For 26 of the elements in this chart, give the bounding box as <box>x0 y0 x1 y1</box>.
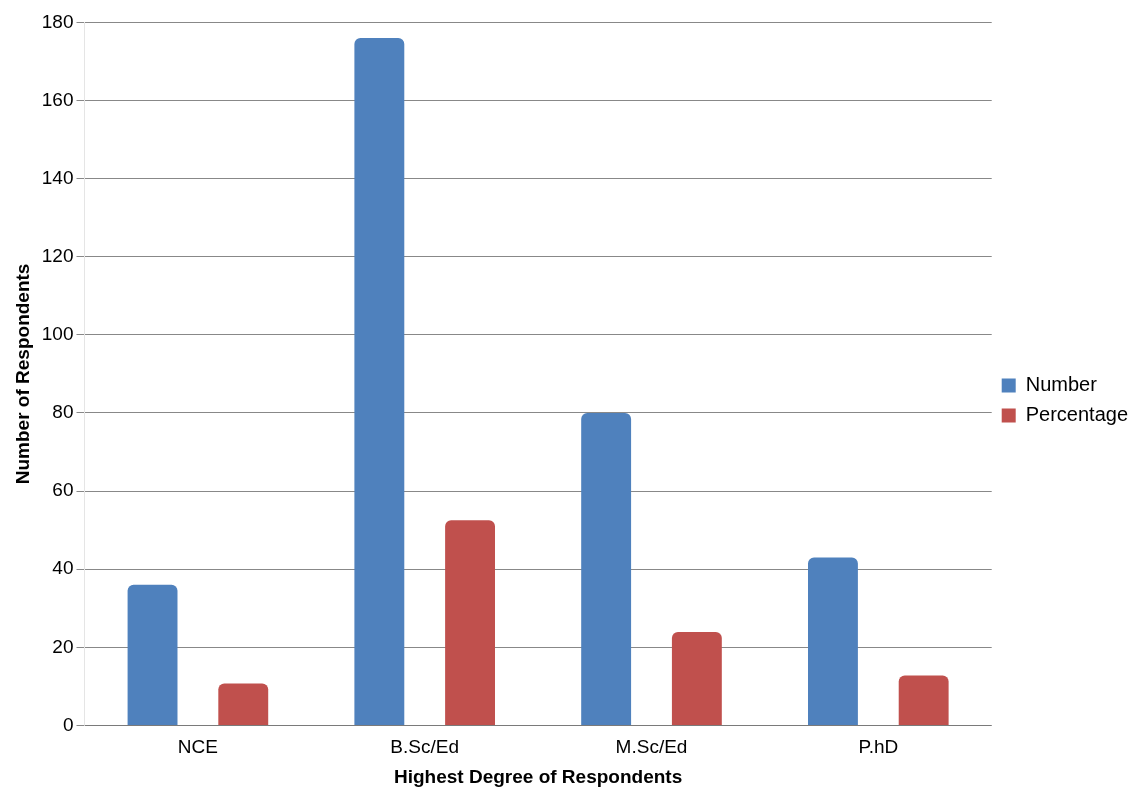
bar <box>898 675 949 725</box>
bar <box>581 412 632 725</box>
y-tick-label: 80 <box>52 401 74 423</box>
bar <box>445 520 496 725</box>
bar <box>218 683 269 725</box>
y-tick-label: 120 <box>41 244 74 266</box>
y-tick-label: 0 <box>62 713 74 735</box>
y-tick-label: 100 <box>41 323 74 345</box>
y-axis-title: Number of Respondents <box>11 263 33 485</box>
y-tick-label: 20 <box>52 635 74 657</box>
x-tick-label: B.Sc/Ed <box>390 736 460 758</box>
y-tick-label: 140 <box>41 166 74 188</box>
y-tick-label: 180 <box>41 10 74 32</box>
x-axis-title: Highest Degree of Respondents <box>393 765 683 787</box>
bar <box>808 557 858 725</box>
legend-label: Number <box>1025 373 1098 396</box>
legend-label: Percentage <box>1025 403 1128 426</box>
bar <box>127 584 178 725</box>
y-tick-label: 160 <box>41 88 74 110</box>
y-tick-label: 40 <box>52 557 74 579</box>
x-tick-label: M.Sc/Ed <box>615 736 688 758</box>
y-tick-label: 60 <box>52 479 74 501</box>
bar <box>671 632 722 725</box>
bar <box>354 38 405 725</box>
x-tick-label: NCE <box>177 736 218 758</box>
x-tick-label: P.hD <box>858 736 899 758</box>
